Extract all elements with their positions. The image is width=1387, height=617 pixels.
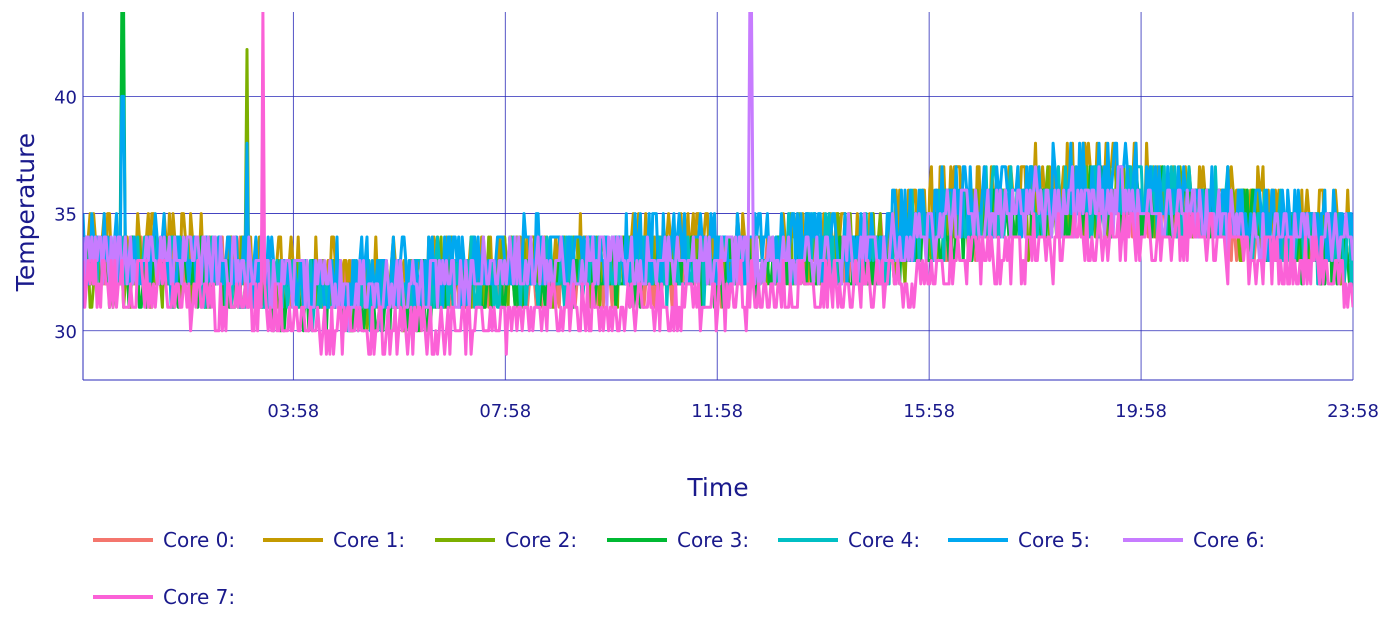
legend-swatch — [93, 595, 153, 599]
legend-label: Core 4: — [848, 528, 921, 552]
x-axis-title: Time — [686, 473, 748, 502]
legend-item-core-6[interactable]: Core 6: — [1123, 520, 1265, 560]
legend-swatch — [93, 538, 153, 542]
temperature-chart: 30 35 40 03:58 07:58 11:58 15:58 19:58 23:58 Tim… — [11, 12, 1379, 502]
legend-label: Core 6: — [1193, 528, 1266, 552]
legend-item-core-7[interactable]: Core 7: — [93, 577, 235, 617]
legend-item-core-1[interactable]: Core 1: — [263, 520, 405, 560]
y-tick-label: 40 — [54, 87, 77, 108]
legend-label: Core 3: — [677, 528, 750, 552]
y-tick-label: 35 — [54, 205, 77, 226]
legend-item-core-2[interactable]: Core 2: — [435, 520, 577, 560]
legend-label: Core 2: — [505, 528, 578, 552]
legend-swatch — [435, 538, 495, 542]
x-tick-label: 19:58 — [1115, 401, 1167, 422]
legend-item-core-0[interactable]: Core 0: — [93, 520, 235, 560]
y-axis-title: Temperature — [11, 133, 40, 292]
legend-item-core-5[interactable]: Core 5: — [948, 520, 1090, 560]
x-tick-label: 03:58 — [267, 401, 319, 422]
x-tick-label: 11:58 — [691, 401, 743, 422]
legend-item-core-4[interactable]: Core 4: — [778, 520, 920, 560]
y-tick-label: 30 — [54, 322, 77, 343]
series-lines — [83, 12, 1353, 356]
legend-swatch — [778, 538, 838, 542]
axes: 30 35 40 03:58 07:58 11:58 15:58 19:58 23:58 — [54, 12, 1379, 422]
legend-swatch — [1123, 538, 1183, 542]
x-tick-label: 07:58 — [479, 401, 531, 422]
x-tick-label: 23:58 — [1327, 401, 1379, 422]
series-line-core-6 — [83, 12, 1353, 333]
legend-label: Core 1: — [333, 528, 406, 552]
legend-swatch — [263, 538, 323, 542]
x-tick-label: 15:58 — [903, 401, 955, 422]
legend-label: Core 0: — [163, 528, 236, 552]
legend-swatch — [948, 538, 1008, 542]
legend-label: Core 5: — [1018, 528, 1091, 552]
legend-item-core-3[interactable]: Core 3: — [607, 520, 749, 560]
legend-swatch — [607, 538, 667, 542]
legend-label: Core 7: — [163, 585, 236, 609]
series-line-core-7 — [83, 12, 1353, 356]
